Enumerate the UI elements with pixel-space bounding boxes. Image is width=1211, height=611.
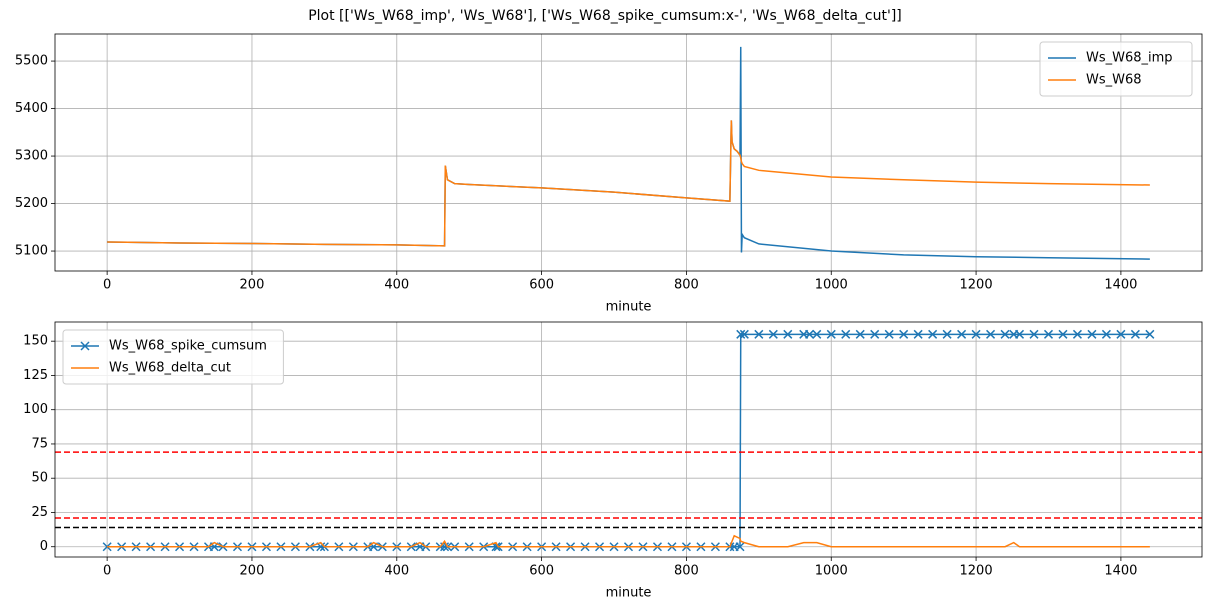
marker bbox=[102, 542, 112, 552]
marker bbox=[855, 329, 865, 339]
legend-label: Ws_W68_delta_cut bbox=[109, 361, 231, 376]
series-line bbox=[107, 46, 1150, 260]
marker bbox=[986, 329, 996, 339]
marker bbox=[783, 329, 793, 339]
marker bbox=[884, 329, 894, 339]
marker bbox=[768, 329, 778, 339]
axes-frame bbox=[54, 33, 1203, 272]
x-tick-label: 400 bbox=[384, 564, 409, 579]
legend-box bbox=[62, 329, 284, 385]
x-tick-label: 200 bbox=[240, 564, 265, 579]
marker bbox=[1101, 329, 1111, 339]
y-tick-label: 5200 bbox=[15, 196, 48, 211]
y-tick-label: 50 bbox=[31, 471, 48, 486]
marker bbox=[739, 329, 749, 339]
x-tick-label: 1400 bbox=[1104, 278, 1137, 293]
x-tick-label: 800 bbox=[674, 278, 699, 293]
marker bbox=[971, 329, 981, 339]
marker bbox=[1116, 329, 1126, 339]
y-tick-label: 125 bbox=[23, 368, 48, 383]
marker bbox=[1058, 329, 1068, 339]
x-tick-label: 1000 bbox=[815, 564, 848, 579]
marker bbox=[1130, 329, 1140, 339]
x-tick-label: 200 bbox=[240, 278, 265, 293]
marker bbox=[899, 329, 909, 339]
marker bbox=[1072, 329, 1082, 339]
y-tick-label: 75 bbox=[31, 436, 48, 451]
marker bbox=[1029, 329, 1039, 339]
x-tick-label: 1200 bbox=[960, 564, 993, 579]
x-axis-label: minute bbox=[606, 300, 652, 315]
axes-frame bbox=[54, 321, 1203, 558]
legend-label: Ws_W68 bbox=[1086, 73, 1142, 88]
marker bbox=[913, 329, 923, 339]
y-tick-label: 5100 bbox=[15, 244, 48, 259]
marker bbox=[942, 329, 952, 339]
x-tick-label: 400 bbox=[384, 278, 409, 293]
marker bbox=[812, 329, 822, 339]
y-tick-label: 100 bbox=[23, 402, 48, 417]
marker bbox=[826, 329, 836, 339]
marker bbox=[804, 329, 815, 339]
marker bbox=[957, 329, 967, 339]
y-tick-label: 5400 bbox=[15, 101, 48, 116]
y-tick-label: 0 bbox=[40, 539, 48, 554]
figure-title: Plot [['Ws_W68_imp', 'Ws_W68'], ['Ws_W68… bbox=[308, 8, 902, 24]
x-tick-label: 0 bbox=[103, 564, 111, 579]
series-line bbox=[107, 120, 1150, 247]
marker bbox=[841, 329, 851, 339]
marker bbox=[736, 329, 746, 339]
marker bbox=[1145, 329, 1155, 339]
x-tick-label: 1000 bbox=[815, 278, 848, 293]
marker bbox=[1043, 329, 1054, 339]
x-axis-label: minute bbox=[606, 586, 652, 601]
y-tick-label: 5300 bbox=[15, 149, 48, 164]
x-tick-label: 600 bbox=[529, 564, 554, 579]
marker bbox=[1087, 329, 1097, 339]
y-tick-label: 5500 bbox=[15, 54, 48, 69]
marker bbox=[735, 542, 745, 552]
legend-box bbox=[1039, 41, 1193, 97]
y-tick-label: 150 bbox=[23, 334, 48, 349]
plot-area: 0 200 400 600 800 1000 1200 1400 0 25 50 75 100 125 15… bbox=[23, 321, 1203, 601]
marker bbox=[1000, 329, 1010, 339]
x-tick-label: 800 bbox=[674, 564, 699, 579]
legend-marker bbox=[80, 341, 90, 351]
x-tick-label: 0 bbox=[103, 278, 111, 293]
legend-label: Ws_W68_spike_cumsum bbox=[109, 339, 267, 354]
plot-area: 0 200 400 600 800 1000 1200 1400 5100 5200 5300 540… bbox=[15, 33, 1203, 315]
x-tick-label: 600 bbox=[529, 278, 554, 293]
marker bbox=[1014, 329, 1025, 339]
x-tick-label: 1200 bbox=[960, 278, 993, 293]
marker bbox=[870, 329, 880, 339]
y-tick-label: 25 bbox=[31, 505, 48, 520]
legend-label: Ws_W68_imp bbox=[1086, 51, 1173, 66]
marker bbox=[754, 329, 764, 339]
marker bbox=[928, 329, 938, 339]
x-tick-label: 1400 bbox=[1104, 564, 1137, 579]
series-line bbox=[107, 534, 1150, 548]
